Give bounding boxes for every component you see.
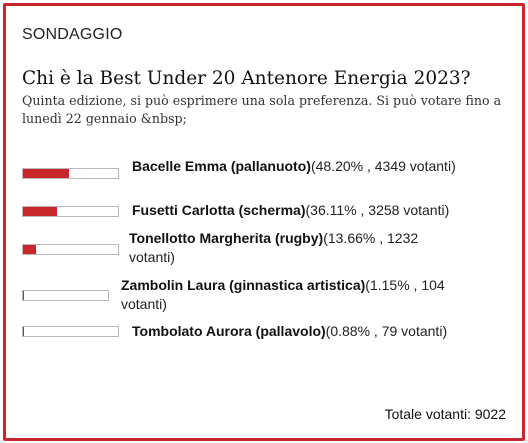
option-votes: 1232 votanti [129,230,419,265]
option-votes: 4349 votanti [374,158,452,174]
option-percent: 36.11% [310,202,357,218]
option-bar-fill [23,327,25,336]
option-percent: 0.88% [330,323,371,339]
option-bar [22,244,119,255]
option-votes: 79 votanti [381,323,443,339]
option-votes: 104 votanti [121,277,445,312]
option-bar [22,290,109,301]
option-bar-fill [23,207,58,216]
option-name: Zambolin Laura (ginnastica artistica) [121,277,366,293]
option-bar [22,168,119,179]
option-percent: 1.15% [369,277,410,293]
option-bar [22,326,119,337]
option-name: Tombolato Aurora (pallavolo) [132,323,326,339]
option-bar [22,206,119,217]
section-label: SONDAGGIO [22,26,123,43]
option-percent: 48.20% [315,158,364,174]
option-name: Fusetti Carlotta (scherma) [132,202,306,218]
poll-subtitle: Quinta edizione, si può esprimere una so… [22,93,502,126]
option-bar-fill [23,291,25,300]
option-percent: 13.66% [327,230,376,246]
option-name: Tonellotto Margherita (rugby) [129,230,324,246]
option-bar-fill [23,245,36,254]
poll-title: Chi è la Best Under 20 Antenore Energia … [22,68,471,89]
poll-card: SONDAGGIO Chi è la Best Under 20 Antenor… [3,3,525,441]
option-votes: 3258 votanti [368,202,445,218]
option-name: Bacelle Emma (pallanuoto) [132,158,311,174]
total-votes: Totale votanti: 9022 [384,406,506,422]
option-bar-fill [23,169,69,178]
